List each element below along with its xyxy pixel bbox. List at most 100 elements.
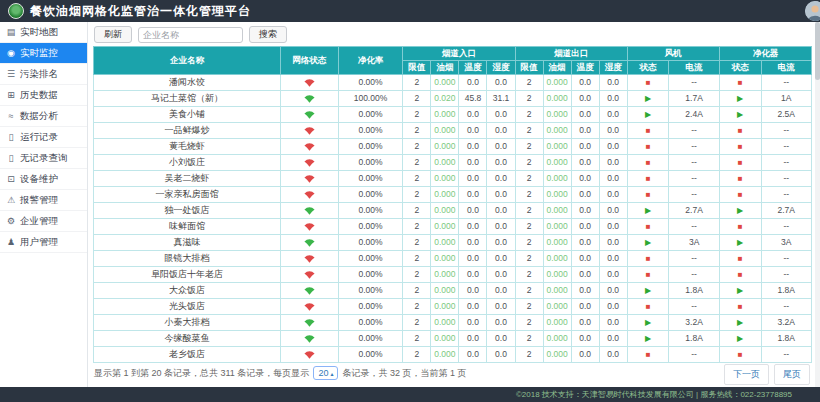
inlet-limit-cell: 2	[403, 75, 431, 91]
sidebar-item-history-data[interactable]: ⊞历史数据	[0, 85, 87, 106]
bell-icon: ⚠	[5, 195, 17, 205]
table-row[interactable]: 吴老二烧虾0.00%20.0000.00.020.0000.00.0■--■--	[94, 171, 812, 187]
network-status-cell	[281, 347, 339, 363]
fan-status-cell: ▶	[627, 331, 669, 347]
outlet-limit-cell: 2	[515, 91, 543, 107]
sidebar-item-data-analysis[interactable]: ≈数据分析	[0, 106, 87, 127]
sidebar-item-device-maintain[interactable]: ⊡设备维护	[0, 169, 87, 190]
table-row[interactable]: 一家亲私房面馆0.00%20.0000.00.020.0000.00.0■--■…	[94, 187, 812, 203]
table-row[interactable]: 真滋味0.00%20.0000.00.020.0000.00.0▶3A▶3A	[94, 235, 812, 251]
wifi-offline-icon	[304, 301, 315, 311]
table-row[interactable]: 潘闻水饺0.00%20.0000.00.020.0000.00.0■--■--	[94, 75, 812, 91]
outlet-fume-cell: 0.000	[543, 187, 571, 203]
analysis-icon: ≈	[5, 111, 17, 121]
table-row[interactable]: 小刘饭庄0.00%20.0000.00.020.0000.00.0■--■--	[94, 155, 812, 171]
page-size-select[interactable]: 20 ▴	[313, 366, 338, 380]
table-row[interactable]: 味鲜面馆0.00%20.0000.00.020.0000.00.0■--■--	[94, 219, 812, 235]
inlet-fume-cell: 0.000	[431, 299, 459, 315]
scrollbar-thumb[interactable]	[815, 22, 820, 80]
inlet-hum-cell: 0.0	[487, 155, 515, 171]
outlet-hum-cell: 0.0	[599, 139, 627, 155]
enterprise-name-input[interactable]	[138, 27, 243, 43]
sidebar-item-user-manage[interactable]: ♟用户管理	[0, 232, 87, 253]
table-row[interactable]: 眼镜大排档0.00%20.0000.00.020.0000.00.0■--■--	[94, 251, 812, 267]
sidebar-item-realtime-monitor[interactable]: ◉实时监控	[0, 43, 87, 64]
table-row[interactable]: 今缘酸菜鱼0.00%20.0000.00.020.0000.00.0▶1.8A▶…	[94, 331, 812, 347]
purifier-status-cell: ■	[719, 187, 761, 203]
purifier-status-cell: ■	[719, 219, 761, 235]
inlet-temp-cell: 0.0	[459, 315, 487, 331]
outlet-temp-cell: 0.0	[571, 187, 599, 203]
inlet-hum-cell: 0.0	[487, 283, 515, 299]
outlet-limit-cell: 2	[515, 235, 543, 251]
table-row[interactable]: 独一处饭店0.00%20.0000.00.020.0000.00.0▶2.7A▶…	[94, 203, 812, 219]
purifier-current-cell: 2.5A	[761, 107, 812, 123]
table-row[interactable]: 一品鲜爆炒0.00%20.0000.00.020.0000.00.0■--■--	[94, 123, 812, 139]
inlet-limit-cell: 2	[403, 283, 431, 299]
sidebar-item-label: 设备维护	[20, 173, 58, 186]
monitor-icon: ◉	[5, 48, 17, 58]
running-icon: ▶	[645, 94, 651, 103]
fan-status-cell: ▶	[627, 235, 669, 251]
table-row[interactable]: 美食小铺0.00%20.0000.00.020.0000.00.0▶2.4A▶2…	[94, 107, 812, 123]
table-row[interactable]: 光头饭店0.00%20.0000.00.020.0000.00.0■--■--	[94, 299, 812, 315]
inlet-hum-cell: 0.0	[487, 267, 515, 283]
refresh-button[interactable]: 刷新	[94, 26, 132, 43]
wifi-offline-icon	[304, 269, 315, 279]
sidebar-item-pollution-ranking[interactable]: ☰污染排名	[0, 64, 87, 85]
fan-status-cell: ▶	[627, 203, 669, 219]
next-page-button[interactable]: 下一页	[724, 364, 769, 385]
sidebar: ▤实时地图◉实时监控☰污染排名⊞历史数据≈数据分析▯运行记录▯无记录查询⊡设备维…	[0, 22, 88, 387]
inlet-hum-cell: 0.0	[487, 139, 515, 155]
table-row[interactable]: 黄毛烧虾0.00%20.0000.00.020.0000.00.0■--■--	[94, 139, 812, 155]
page-size-value: 20	[318, 368, 328, 378]
inlet-temp-cell: 0.0	[459, 235, 487, 251]
col-inlet-hum: 湿度	[487, 61, 515, 75]
col-outlet-limit: 限值	[515, 61, 543, 75]
col-purify-rate: 净化率	[338, 47, 403, 75]
inlet-fume-cell: 0.000	[431, 171, 459, 187]
stopped-icon: ■	[738, 158, 743, 167]
stopped-icon: ■	[646, 222, 651, 231]
stopped-icon: ■	[646, 270, 651, 279]
col-inlet-limit: 限值	[403, 61, 431, 75]
fan-current-cell: --	[669, 155, 719, 171]
inlet-limit-cell: 2	[403, 235, 431, 251]
inlet-fume-cell: 0.000	[431, 155, 459, 171]
wifi-online-icon	[304, 109, 315, 119]
inlet-hum-cell: 0.0	[487, 187, 515, 203]
sidebar-item-alarm-manage[interactable]: ⚠报警管理	[0, 190, 87, 211]
inlet-fume-cell: 0.000	[431, 139, 459, 155]
sidebar-item-enterprise-manage[interactable]: ⚙企业管理	[0, 211, 87, 232]
inlet-hum-cell: 0.0	[487, 203, 515, 219]
table-row[interactable]: 小秦大排档0.00%20.0000.00.020.0000.00.0▶3.2A▶…	[94, 315, 812, 331]
table-row[interactable]: 老乡饭店0.00%20.0000.00.020.0000.00.0■--■--	[94, 347, 812, 363]
purifier-status-cell: ▶	[719, 315, 761, 331]
sidebar-item-label: 污染排名	[20, 68, 58, 81]
outlet-temp-cell: 0.0	[571, 347, 599, 363]
last-page-button[interactable]: 尾页	[774, 364, 810, 385]
table-row[interactable]: 马记土菜馆（新）100.00%20.02045.831.120.0000.00.…	[94, 91, 812, 107]
table-row[interactable]: 大众饭店0.00%20.0000.00.020.0000.00.0▶1.8A▶1…	[94, 283, 812, 299]
col-group-purifier: 净化器	[719, 47, 811, 61]
inlet-limit-cell: 2	[403, 251, 431, 267]
outlet-hum-cell: 0.0	[599, 155, 627, 171]
purifier-current-cell: --	[761, 171, 812, 187]
fan-status-cell: ▶	[627, 91, 669, 107]
outlet-limit-cell: 2	[515, 331, 543, 347]
outlet-temp-cell: 0.0	[571, 107, 599, 123]
sidebar-item-no-record-query[interactable]: ▯无记录查询	[0, 148, 87, 169]
sidebar-item-realtime-map[interactable]: ▤实时地图	[0, 22, 87, 43]
sidebar-item-run-records[interactable]: ▯运行记录	[0, 127, 87, 148]
table-row[interactable]: 阜阳饭店十年老店0.00%20.0000.00.020.0000.00.0■--…	[94, 267, 812, 283]
wifi-offline-icon	[304, 77, 315, 87]
fan-current-cell: 1.8A	[669, 331, 719, 347]
vertical-scrollbar[interactable]	[815, 22, 820, 387]
enterprise-name-cell: 一家亲私房面馆	[94, 187, 281, 203]
fan-status-cell: ■	[627, 219, 669, 235]
fan-status-cell: ■	[627, 171, 669, 187]
enterprise-name-cell: 一品鲜爆炒	[94, 123, 281, 139]
user-avatar[interactable]	[805, 1, 820, 21]
document-icon: ▯	[5, 153, 17, 163]
search-button[interactable]: 搜索	[249, 26, 287, 43]
